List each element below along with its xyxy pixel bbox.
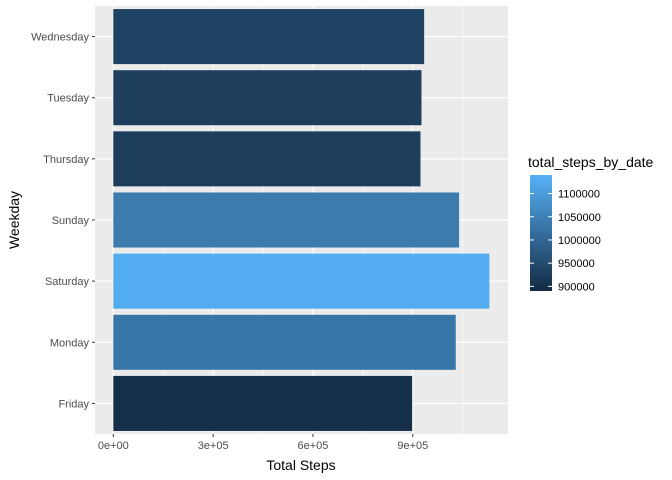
- bar-saturday: [113, 253, 490, 309]
- x-tick-label: 3e+05: [198, 440, 229, 452]
- x-tick-label: 6e+05: [298, 440, 329, 452]
- y-tick-label: Sunday: [52, 215, 90, 227]
- legend-label: 950000: [558, 258, 595, 270]
- legend-title: total_steps_by_date: [528, 154, 654, 170]
- legend-label: 1100000: [558, 189, 600, 201]
- bar-sunday: [113, 192, 460, 248]
- bars: [113, 9, 490, 431]
- y-tick-label: Monday: [50, 337, 90, 349]
- legend-label: 1000000: [558, 235, 601, 247]
- y-tick-label: Friday: [58, 398, 89, 410]
- legend-label: 1050000: [558, 212, 601, 224]
- legend-ticks: 900000 950000 1000000 1050000 1100000: [530, 189, 601, 293]
- x-tick-label: 9e+05: [397, 440, 428, 452]
- bar-tuesday: [113, 70, 422, 126]
- legend-label: 900000: [558, 281, 595, 293]
- x-axis: 0e+00 3e+05 6e+05 9e+05: [98, 434, 428, 452]
- y-tick-label: Saturday: [45, 276, 90, 288]
- y-axis-title: Weekday: [6, 191, 22, 249]
- legend-colorbar: [530, 175, 552, 291]
- bar-friday: [113, 375, 413, 431]
- bar-wednesday: [113, 9, 425, 65]
- y-tick-label: Thursday: [43, 154, 89, 166]
- color-legend: total_steps_by_date 900000 950000 1000000 1…: [528, 154, 654, 293]
- bar-monday: [113, 314, 456, 370]
- x-axis-title: Total Steps: [266, 457, 335, 473]
- x-tick-label: 0e+00: [98, 440, 129, 452]
- y-axis: Friday Monday Saturday Sunday Thursday Tuesda…: [31, 32, 95, 410]
- y-tick-label: Wednesday: [31, 32, 89, 44]
- y-tick-label: Tuesday: [47, 93, 89, 105]
- bar-thursday: [113, 131, 421, 187]
